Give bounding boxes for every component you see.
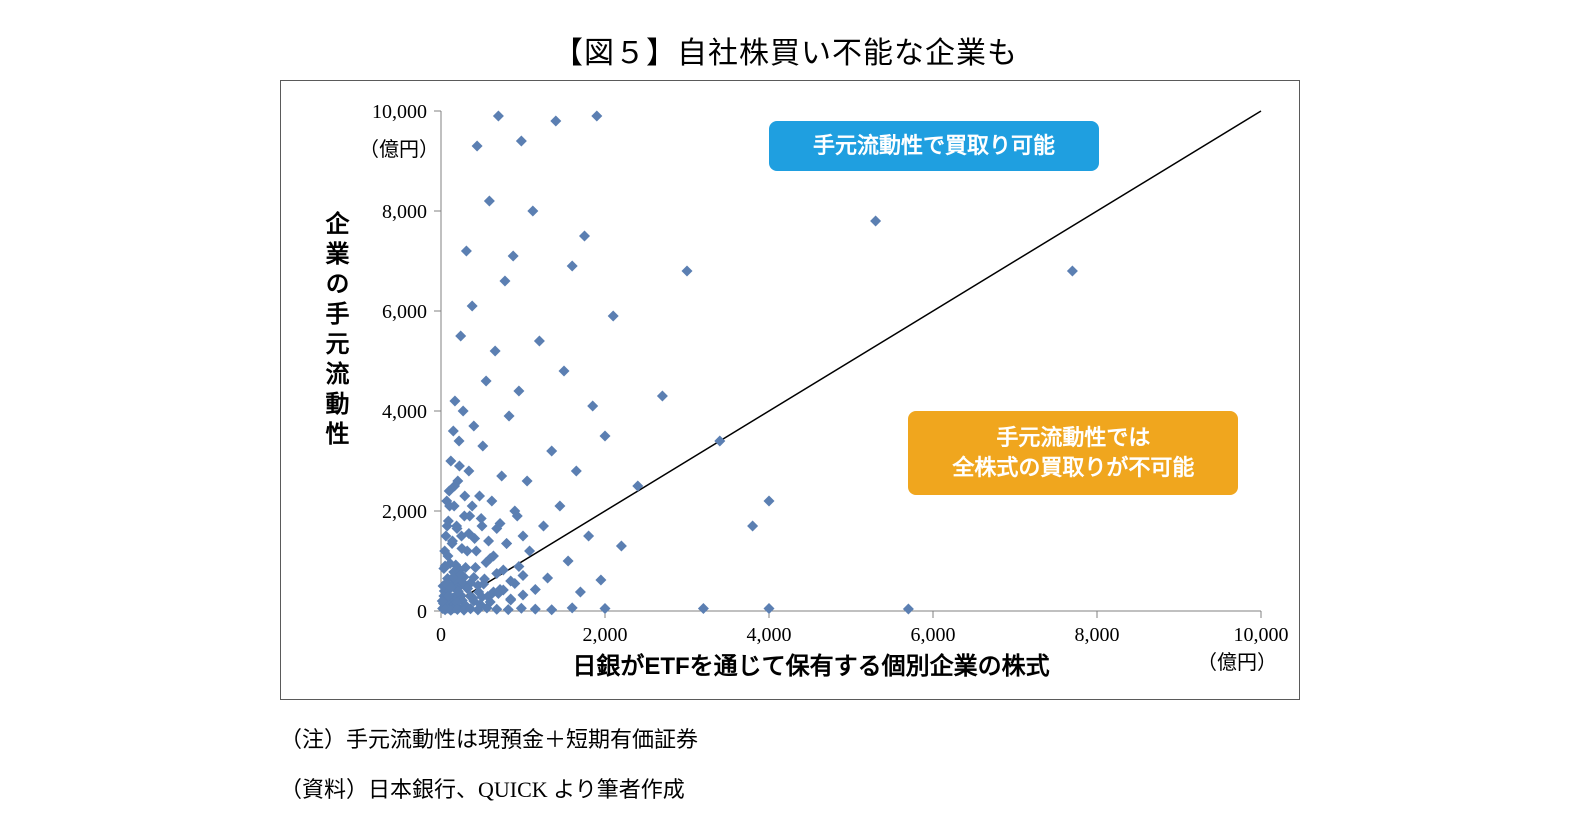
callout-above-diagonal: 手元流動性で買取り可能 (769, 121, 1099, 171)
footnote-note: （注）手元流動性は現預金＋短期有価証券 (280, 722, 698, 754)
figure-title: 【図５】自社株買い不能な企業も (0, 28, 1571, 72)
svg-text:6,000: 6,000 (382, 301, 427, 323)
y-axis-title: 企業の手元流動性 (317, 211, 352, 451)
svg-text:6,000: 6,000 (911, 624, 956, 646)
svg-text:0: 0 (417, 601, 427, 623)
x-axis-title: 日銀がETFを通じて保有する個別企業の株式 (441, 646, 1181, 681)
svg-text:10,000: 10,000 (372, 101, 427, 123)
svg-text:2,000: 2,000 (382, 501, 427, 523)
plot-area: 02,0004,0006,0008,00010,00002,0004,0006,… (441, 111, 1261, 611)
svg-text:2,000: 2,000 (583, 624, 628, 646)
page: 【図５】自社株買い不能な企業も 企業の手元流動性 （億円） 02,0004,00… (0, 0, 1571, 830)
chart-container: 企業の手元流動性 （億円） 02,0004,0006,0008,00010,00… (280, 80, 1300, 700)
callout-below-text: 手元流動性では 全株式の買取りが不可能 (952, 423, 1194, 482)
svg-text:0: 0 (436, 624, 446, 646)
callout-below-diagonal: 手元流動性では 全株式の買取りが不可能 (908, 411, 1238, 495)
svg-text:8,000: 8,000 (382, 201, 427, 223)
svg-text:4,000: 4,000 (382, 401, 427, 423)
footnote-source: （資料）日本銀行、QUICK より筆者作成 (280, 772, 685, 804)
svg-text:8,000: 8,000 (1075, 624, 1120, 646)
y-unit-label: （億円） (359, 133, 439, 162)
scatter-svg: 02,0004,0006,0008,00010,00002,0004,0006,… (441, 111, 1261, 671)
callout-above-text: 手元流動性で買取り可能 (813, 131, 1055, 161)
x-unit-label: （億円） (1197, 646, 1277, 675)
svg-text:10,000: 10,000 (1234, 624, 1289, 646)
svg-text:4,000: 4,000 (747, 624, 792, 646)
